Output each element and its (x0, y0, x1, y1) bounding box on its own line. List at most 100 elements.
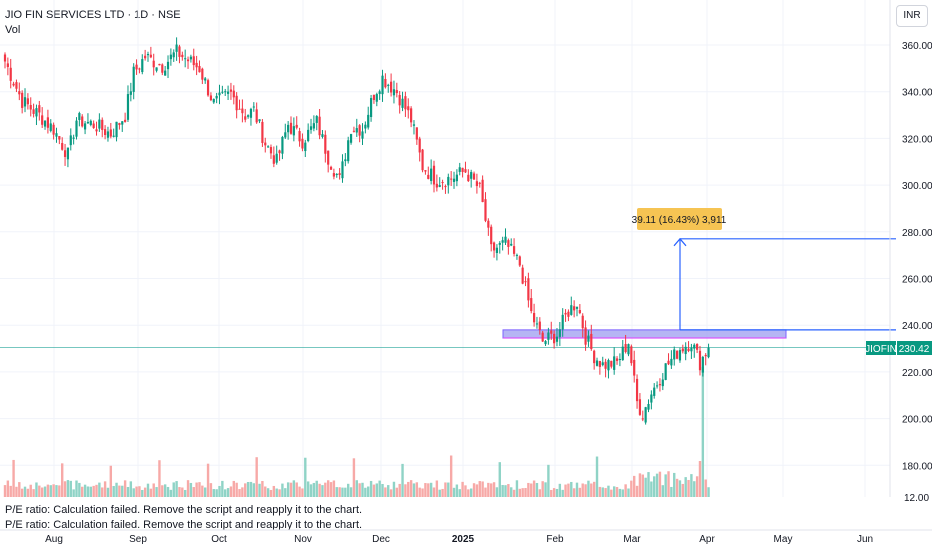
price-label-value: 230.42 (899, 344, 930, 355)
currency-button[interactable]: INR (896, 5, 928, 27)
candle-body (189, 56, 192, 60)
candle-body (533, 312, 536, 323)
symbol-title[interactable]: JIO FIN SERVICES LTD · 1D · NSE (5, 9, 181, 21)
candle (418, 136, 421, 162)
candle (158, 63, 161, 66)
volume-bar (498, 462, 501, 497)
candle-body (269, 147, 273, 154)
volume-bar (106, 487, 110, 497)
volume-indicator-label[interactable]: Vol (5, 24, 21, 36)
candle-body (58, 136, 61, 140)
candle-body (401, 98, 404, 108)
volume-bar (409, 480, 413, 497)
volume-bar (72, 489, 75, 497)
volume-bar (527, 482, 530, 497)
candle-body (347, 140, 350, 162)
volume-bar (101, 487, 104, 497)
candle (670, 350, 673, 369)
candle (407, 98, 410, 119)
candle-body (106, 131, 110, 138)
candle (467, 169, 470, 183)
volume-bar (206, 463, 210, 497)
volume-bar (587, 480, 590, 497)
candle (441, 179, 444, 190)
volume-bar (52, 484, 55, 497)
candle-body (615, 358, 619, 361)
candle-body (472, 173, 476, 180)
volume-bar (638, 473, 642, 497)
volume-bar (455, 484, 459, 497)
candle (252, 102, 255, 112)
candle (521, 264, 524, 285)
volume-bar (561, 489, 564, 497)
candle-body (515, 254, 519, 256)
candle (206, 78, 210, 97)
volume-bar (292, 480, 296, 497)
volume-bar (458, 489, 461, 497)
candle-body (72, 137, 75, 139)
volume-bar (381, 483, 384, 497)
candle-body (301, 138, 304, 149)
candle (638, 393, 642, 416)
volume-bar (326, 480, 330, 497)
price-tick-label: 180.00 (902, 461, 932, 472)
candle (189, 54, 192, 63)
candle (470, 169, 473, 188)
candle-body (104, 129, 107, 135)
volume-bar (658, 471, 662, 497)
candle-body (418, 138, 421, 153)
candle (615, 356, 619, 365)
candle (412, 120, 416, 135)
volume-bar (673, 472, 676, 497)
time-axis[interactable]: Aug Sep Oct Nov Dec 2025 Feb Mar Apr May Jun (0, 529, 932, 545)
candle (555, 328, 559, 347)
volume-bar (667, 471, 670, 497)
candle (221, 85, 224, 94)
volume-bar (421, 488, 424, 497)
candle-body (307, 129, 310, 141)
measure-label: 39.11 (16.43%) 3,911 (632, 215, 727, 226)
candle (570, 296, 573, 316)
candle (63, 143, 67, 166)
candle (655, 381, 659, 389)
candle (701, 355, 704, 377)
volume-bar (155, 487, 158, 497)
volume-bar (369, 480, 373, 497)
candle-body (224, 91, 227, 93)
candle (676, 350, 679, 360)
price-range-measure[interactable]: 39.11 (16.43%) 3,911 (632, 208, 896, 331)
candle-body (621, 346, 624, 361)
volume-bar (272, 485, 276, 497)
candle-body (232, 90, 235, 98)
measure-label-box (637, 208, 722, 230)
candle-body (49, 123, 52, 131)
candle-body (570, 305, 573, 315)
candle (35, 104, 38, 126)
volume-bar (118, 485, 121, 497)
volume-bar (524, 487, 527, 497)
candle (593, 349, 596, 370)
price-tick-label: 320.00 (902, 134, 932, 145)
candle (83, 120, 87, 135)
candle (507, 238, 510, 255)
candle-body (610, 360, 613, 367)
candle (166, 55, 170, 79)
volume-bar (43, 486, 47, 497)
volume-bar (429, 482, 433, 497)
candle (644, 406, 647, 425)
volume-bar (607, 485, 610, 497)
price-axis[interactable]: 360.00 340.00 320.00 300.00 280.00 260.00 240.… (889, 0, 932, 504)
candle (481, 175, 484, 203)
candle-body (204, 78, 207, 81)
candle (321, 130, 324, 139)
candle (558, 322, 561, 346)
volume-bar (172, 482, 175, 497)
time-tick-label: Jun (857, 534, 873, 545)
volume-bar (3, 485, 7, 497)
zone-rect (502, 329, 787, 339)
candle-body (247, 115, 250, 117)
volume-bar (447, 482, 450, 497)
candle (224, 88, 227, 97)
candle-body (470, 172, 473, 179)
